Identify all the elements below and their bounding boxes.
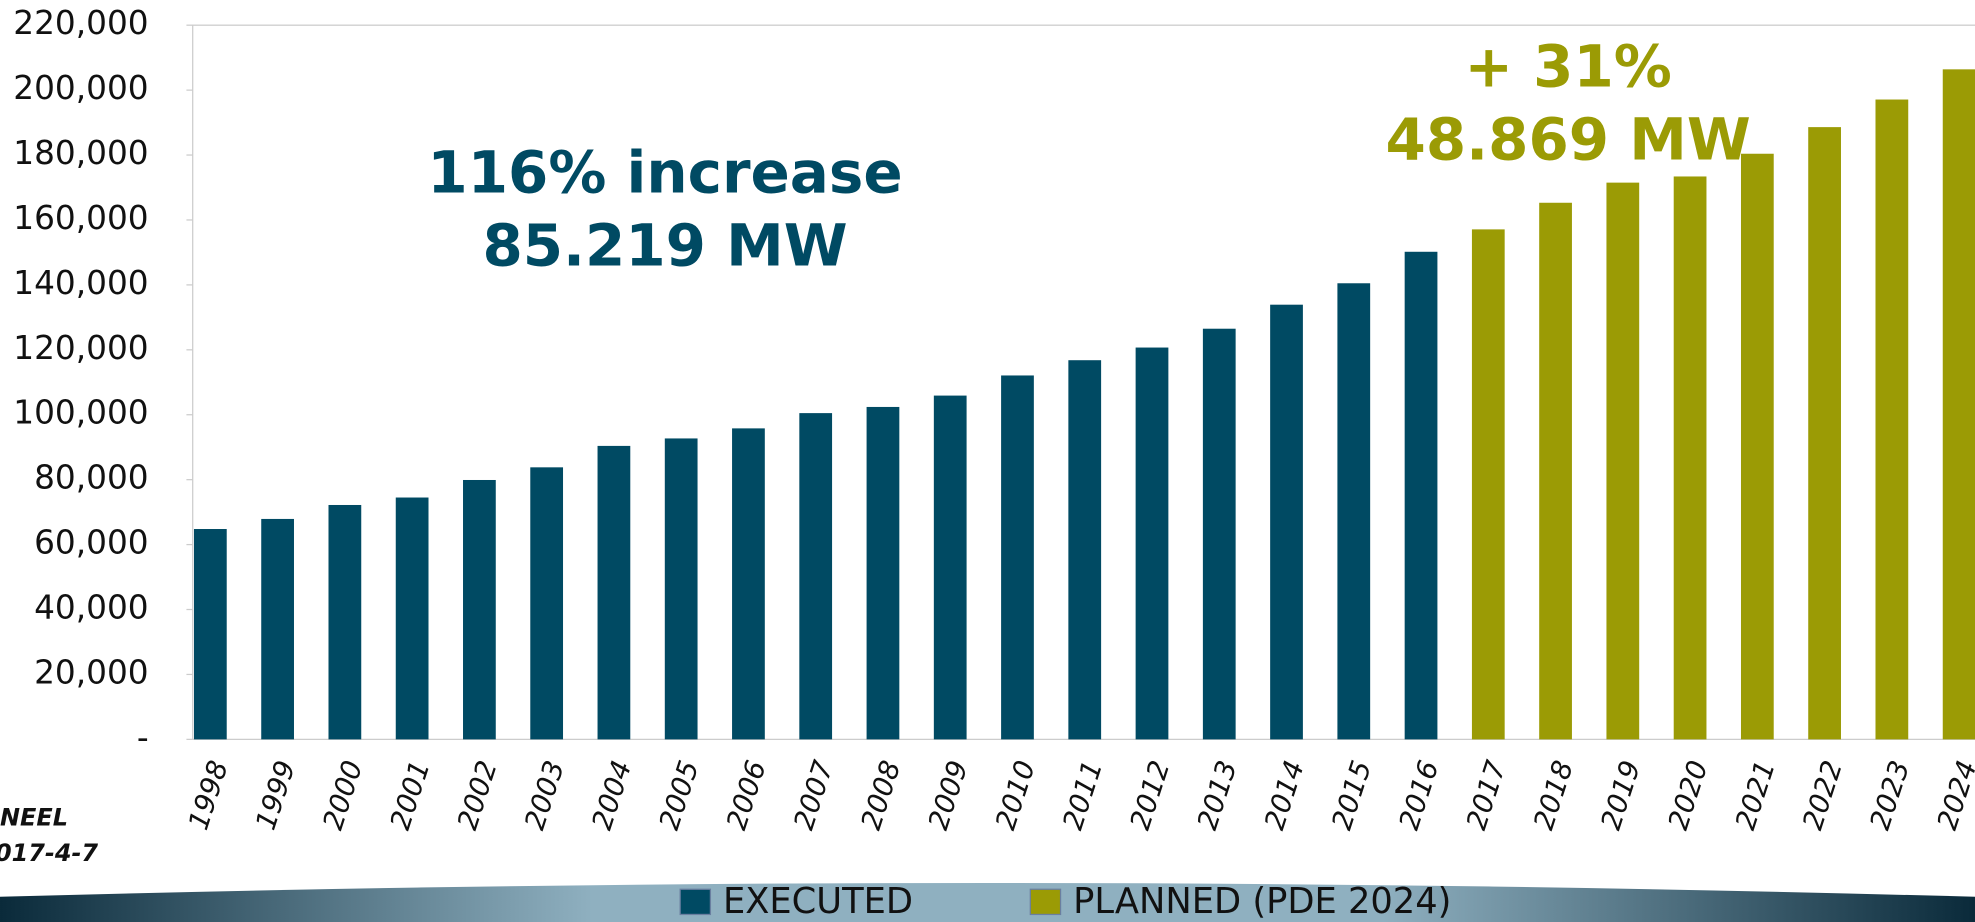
bar: [664, 438, 698, 740]
bar: [1606, 182, 1640, 740]
bar: [530, 467, 564, 740]
x-tick-label: 2020: [1661, 756, 1714, 833]
legend-label: PLANNED (PDE 2024): [1073, 881, 1451, 922]
bar: [1202, 328, 1236, 740]
y-tick-label: 80,000: [34, 459, 149, 497]
bar: [1068, 360, 1102, 740]
x-tick-label: 2007: [787, 756, 840, 834]
x-tick-label: 2016: [1392, 756, 1445, 833]
decoration: [0, 882, 1975, 922]
y-tick-label: 160,000: [13, 199, 148, 237]
bar: [1942, 69, 1975, 740]
x-tick-label: 2009: [921, 756, 974, 833]
y-tick-label: -: [137, 718, 149, 756]
bar: [1270, 304, 1303, 740]
x-tick-label: 2023: [1863, 756, 1916, 833]
y-tick-label: 60,000: [34, 524, 149, 562]
x-tick-label: 2001: [383, 756, 436, 833]
annotation: 85.219 MW: [482, 212, 847, 280]
x-tick-label: 2005: [652, 756, 705, 833]
x-tick-label: 2002: [451, 756, 504, 833]
bar: [1135, 347, 1169, 740]
y-tick-label: 40,000: [34, 589, 149, 627]
x-tick-label: 2010: [989, 756, 1042, 833]
annotation: 48.869 MW: [1386, 106, 1751, 174]
y-tick-label: 120,000: [13, 329, 148, 367]
x-tick-label: 2013: [1190, 756, 1243, 833]
annotation: + 31%: [1464, 33, 1671, 101]
x-tick-label: 2024: [1930, 756, 1975, 833]
bar: [799, 413, 833, 740]
x-tick-label: 1998: [182, 756, 235, 833]
bar: [1471, 229, 1505, 740]
annotation: 116% increase: [427, 138, 902, 206]
x-tick-label: 2019: [1594, 756, 1647, 833]
bar: [1875, 99, 1909, 740]
x-tick-label: 2004: [585, 756, 638, 833]
bar: [328, 504, 362, 740]
note: 017-4-7: [0, 839, 98, 867]
legend-swatch: [1029, 888, 1062, 916]
bar: [866, 406, 900, 740]
bar: [1539, 202, 1572, 740]
bar: [1404, 251, 1438, 740]
y-tick-label: 140,000: [13, 264, 148, 302]
bar: [1808, 127, 1841, 740]
bar: [1001, 375, 1034, 740]
x-tick-label: 1999: [249, 756, 302, 833]
x-tick-label: 2008: [854, 756, 907, 833]
x-tick-label: 2021: [1729, 756, 1782, 833]
note: NEEL: [0, 804, 68, 832]
x-tick-label: 2006: [720, 756, 773, 833]
bar: [732, 428, 765, 740]
x-tick-label: 2022: [1796, 756, 1849, 833]
x-tick-label: 2014: [1258, 756, 1311, 833]
x-tick-label: 2017: [1459, 756, 1512, 834]
bar: [395, 497, 429, 740]
x-tick-label: 2015: [1325, 756, 1378, 833]
bar: [463, 479, 496, 740]
bar: [597, 445, 631, 740]
bar: [1740, 153, 1774, 740]
legend-label: EXECUTED: [723, 881, 913, 922]
x-tick-label: 2003: [518, 756, 571, 833]
bar: [933, 395, 967, 740]
bar: [193, 529, 227, 740]
bar: [1673, 176, 1707, 740]
x-tick-label: 2018: [1527, 756, 1580, 833]
bar: [261, 518, 294, 740]
y-tick-label: 220,000: [13, 4, 148, 42]
legend-swatch: [679, 888, 712, 916]
x-tick-label: 2000: [316, 756, 369, 833]
y-tick-label: 20,000: [34, 653, 149, 691]
y-tick-label: 200,000: [13, 69, 148, 107]
x-tick-label: 2011: [1056, 756, 1109, 833]
bar: [1337, 283, 1371, 740]
y-tick-label: 180,000: [13, 134, 148, 172]
y-tick-label: 100,000: [13, 394, 148, 432]
x-tick-label: 2012: [1123, 756, 1176, 833]
